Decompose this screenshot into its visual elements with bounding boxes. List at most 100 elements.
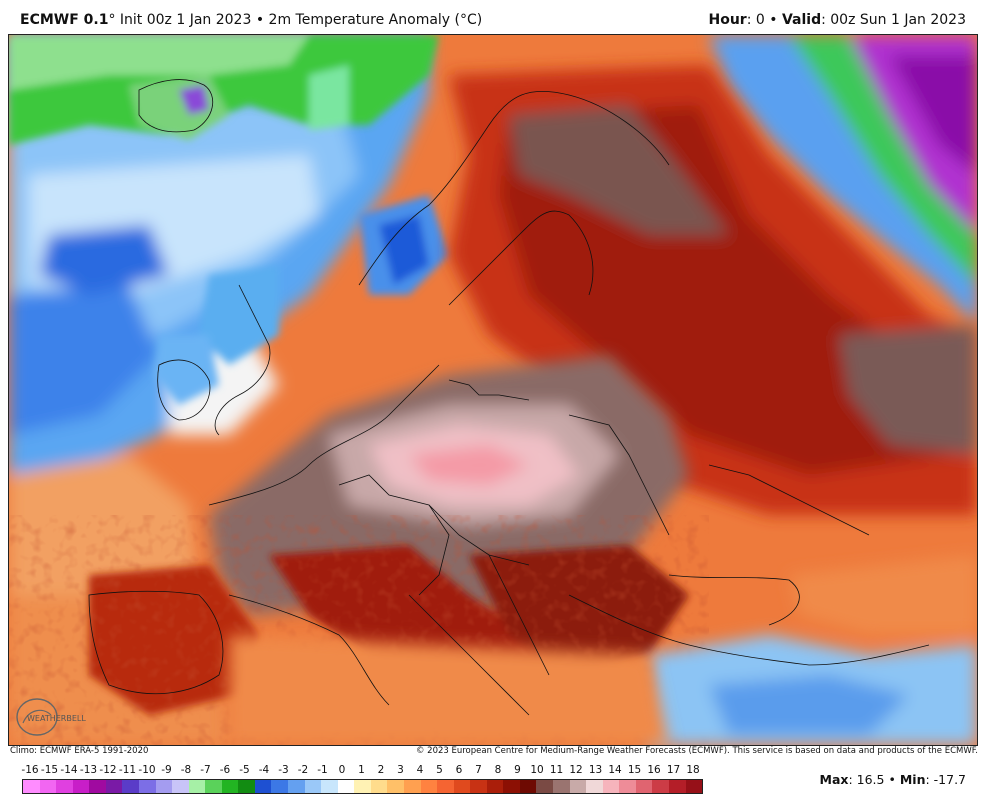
colorbar-cell [288, 780, 305, 793]
colorbar-cell [271, 780, 288, 793]
separator: • [888, 772, 896, 787]
colorbar-cell [586, 780, 603, 793]
colorbar-cell [254, 780, 272, 793]
colorbar-cell [138, 780, 156, 793]
colorbar-tick-label: -9 [161, 764, 172, 776]
max-value: : 16.5 [848, 772, 885, 787]
colorbar-tick-label: 1 [358, 764, 365, 776]
init-time: Init 00z 1 Jan 2023 [119, 12, 252, 28]
colorbar-cell [89, 780, 106, 793]
colorbar-tick-label: -15 [40, 764, 59, 776]
colorbar-tick-label: 18 [686, 764, 700, 776]
colorbar-tick-label: 9 [514, 764, 521, 776]
colorbar-tick-label: -5 [239, 764, 250, 776]
colorbar-tick-label: 16 [647, 764, 661, 776]
colorbar-tick-label: 2 [377, 764, 385, 776]
field-name: 2m Temperature Anomaly (°C) [268, 12, 483, 28]
max-label: Max [819, 772, 849, 787]
arctic-cold-area [9, 35, 439, 145]
british-isles-area [154, 265, 279, 405]
colorbar-cell [685, 780, 703, 793]
colorbar-tick-label: -14 [60, 764, 78, 776]
colorbar-cell [238, 780, 255, 793]
hour-label: Hour [708, 12, 747, 28]
colorbar-tick-label: -10 [138, 764, 156, 776]
colorbar-cell [56, 780, 73, 793]
colorbar-labels: -16 -15 -14 -13 -12 -11 -10 -9 -8 -7 -6 -5 -4 -3 -2 -1 0… [21, 764, 702, 778]
colorbar-cell [105, 780, 123, 793]
colorbar-tick-label: 6 [455, 764, 463, 776]
colorbar-tick-label: 4 [416, 764, 424, 776]
colorbar-tick-label: 0 [338, 764, 346, 776]
colorbar-cell [652, 780, 669, 793]
coastlines [88, 79, 930, 716]
separator: • [769, 12, 778, 28]
min-value: : -17.7 [925, 772, 966, 787]
colorbar-cell [370, 780, 388, 793]
colorbar-cell [668, 780, 686, 793]
colorbar-cell [23, 780, 40, 793]
colorbar-tick-label: -13 [79, 764, 98, 776]
valid-time-info: Hour: 0 • Valid: 00z Sun 1 Jan 2023 [709, 12, 967, 28]
colorbar-cell [72, 780, 90, 793]
colorbar-cell [602, 780, 620, 793]
colorbar-tick-label: 8 [494, 764, 502, 776]
colorbar-tick-label: 7 [475, 764, 482, 776]
colorbar-tick-label: -2 [297, 764, 309, 776]
colorbar-cell [221, 780, 239, 793]
colorbar-cell [536, 780, 553, 793]
colorbar-cell [39, 780, 57, 793]
colorbar-tick-label: -12 [99, 764, 117, 776]
colorbar-tick-label: 11 [549, 764, 564, 776]
map-header: ECMWF 0.1° Init 00z 1 Jan 2023 • 2m Temp… [0, 0, 984, 34]
colorbar-tick-label: 15 [627, 764, 642, 776]
colorbar-cell [569, 780, 587, 793]
colorbar-cell [354, 780, 371, 793]
colorbar-cell [188, 780, 206, 793]
valid-label: Valid [781, 12, 822, 28]
colorbar-cell [519, 780, 537, 793]
siberian-cold-area [709, 35, 977, 325]
norway-cold-coast [359, 195, 449, 295]
colorbar-cell [503, 780, 520, 793]
colorbar [22, 779, 703, 794]
separator: • [255, 12, 265, 28]
weatherbell-logo: WEATHERBELL [16, 698, 86, 736]
colorbar-tick-label: 10 [530, 764, 544, 776]
logo-text: WEATHERBELL [27, 714, 86, 723]
max-min-stats: Max: 16.5 • Min: -17.7 [820, 772, 966, 787]
colorbar-tick-label: -11 [118, 764, 137, 776]
colorbar-cell [337, 780, 355, 793]
map-title: ECMWF 0.1° Init 00z 1 Jan 2023 • 2m Temp… [20, 12, 482, 28]
colorbar-cell [387, 780, 404, 793]
colorbar-cell [304, 780, 322, 793]
colorbar-tick-label: -16 [21, 764, 39, 776]
degree-mark: ° [108, 12, 116, 28]
colorbar-tick-label: -7 [200, 764, 211, 776]
colorbar-tick-label: -8 [180, 764, 192, 776]
colorbar-cell [635, 780, 653, 793]
colorbar-cell [470, 780, 487, 793]
colorbar-cell [122, 780, 139, 793]
anomaly-map[interactable]: WEATHERBELL [8, 34, 978, 746]
colorbar-tick-label: 12 [569, 764, 583, 776]
colorbar-cell [321, 780, 338, 793]
colorbar-cell [155, 780, 173, 793]
colorbar-cell [437, 780, 454, 793]
colorbar-tick-label: -4 [258, 764, 270, 776]
hour-value: : 0 [746, 12, 765, 28]
colorbar-cell [172, 780, 189, 793]
climatology-note: Climo: ECMWF ERA-5 1991-2020 [10, 746, 149, 756]
valid-value: : 00z Sun 1 Jan 2023 [821, 12, 966, 28]
colorbar-cell [619, 780, 636, 793]
map-canvas: WEATHERBELL [9, 35, 977, 745]
colorbar-cell [403, 780, 421, 793]
colorbar-cell [553, 780, 570, 793]
colorbar-tick-label: -3 [278, 764, 289, 776]
north-africa-warm [229, 635, 669, 745]
min-label: Min [899, 772, 926, 787]
copyright-note: © 2023 European Centre for Medium-Range … [415, 746, 978, 756]
colorbar-tick-label: -6 [219, 764, 231, 776]
turkey-cool-area [649, 555, 977, 745]
colorbar-cell [453, 780, 471, 793]
